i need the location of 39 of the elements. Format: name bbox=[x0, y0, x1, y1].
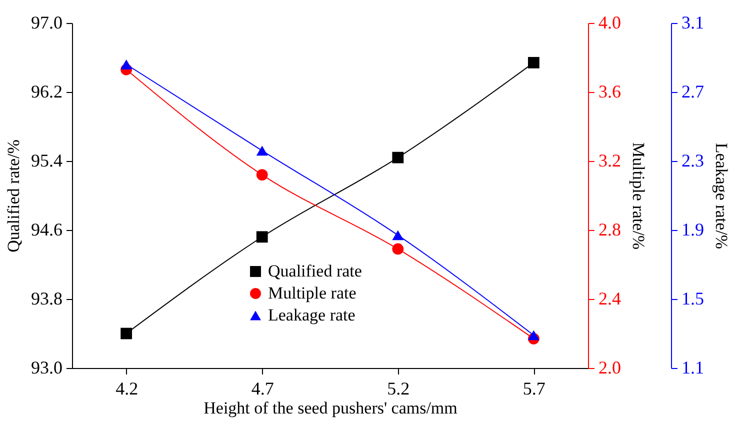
x-tick-label: 5.7 bbox=[522, 378, 546, 398]
y2-tick-label: 4.0 bbox=[598, 12, 621, 32]
y3-tick-label: 2.7 bbox=[682, 82, 704, 102]
point bbox=[256, 146, 268, 156]
y-tick-label: 93.0 bbox=[31, 358, 62, 378]
x-axis-title: Height of the seed pushers' cams/mm bbox=[204, 398, 458, 418]
y2-tick-label: 2.0 bbox=[598, 358, 621, 378]
legend-label: Qualified rate bbox=[268, 262, 362, 280]
y2-tick-label: 2.8 bbox=[598, 220, 621, 240]
y3-tick-label: 1.9 bbox=[682, 220, 704, 240]
y-tick-label: 93.8 bbox=[31, 288, 62, 308]
y-tick-label: 94.6 bbox=[31, 220, 62, 240]
y2-axis-title: Multiple rate/% bbox=[629, 142, 648, 250]
point bbox=[392, 243, 404, 255]
legend-label: Leakage rate bbox=[268, 306, 356, 324]
y-axis-title: Qualified rate/% bbox=[4, 140, 23, 252]
point bbox=[528, 56, 540, 68]
x-tick-label: 5.2 bbox=[387, 378, 410, 398]
legend-label: Multiple rate bbox=[268, 284, 356, 302]
x-tick-label: 4.7 bbox=[251, 378, 274, 398]
x-tick-label: 4.2 bbox=[116, 378, 138, 398]
point bbox=[256, 169, 268, 180]
y2-tick-label: 3.2 bbox=[598, 150, 621, 170]
point bbox=[528, 330, 540, 340]
y3-tick-label: 3.1 bbox=[682, 12, 704, 32]
point bbox=[120, 59, 132, 70]
y2-tick-label: 2.4 bbox=[598, 288, 621, 308]
y-tick-label: 95.4 bbox=[31, 150, 62, 170]
point bbox=[392, 230, 404, 240]
y-tick-label: 96.2 bbox=[31, 82, 62, 102]
y3-tick-label: 2.3 bbox=[682, 150, 704, 170]
y3-tick-label: 1.1 bbox=[682, 358, 704, 378]
point bbox=[120, 328, 132, 340]
point bbox=[392, 152, 404, 164]
y3-tick-label: 1.5 bbox=[682, 288, 704, 308]
y-tick-label: 97.0 bbox=[31, 12, 62, 32]
point bbox=[256, 231, 268, 243]
y3-axis-title: Leakage rate/% bbox=[712, 142, 731, 250]
y2-tick-label: 3.6 bbox=[598, 82, 621, 102]
